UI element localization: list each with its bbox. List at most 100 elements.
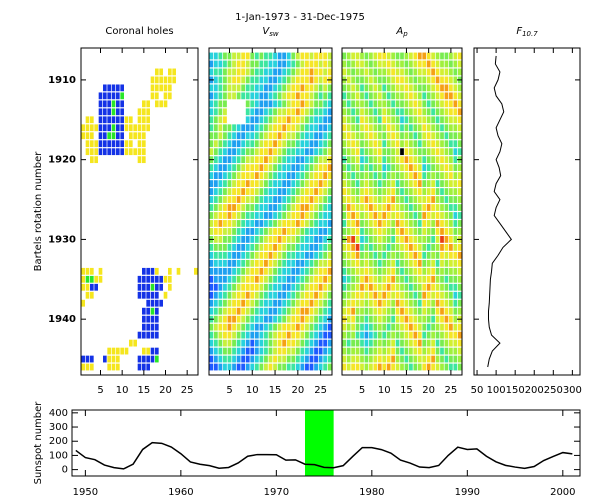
cell — [146, 77, 150, 84]
cell — [309, 243, 314, 251]
cell — [400, 267, 404, 275]
cell — [400, 76, 404, 84]
cell — [146, 340, 150, 347]
cell — [400, 236, 404, 243]
cell — [417, 188, 422, 195]
cell — [94, 316, 98, 323]
cell — [155, 164, 159, 171]
cell — [386, 164, 391, 172]
cell — [194, 332, 198, 339]
cell — [431, 92, 435, 100]
cell — [360, 204, 364, 211]
cell — [103, 244, 107, 251]
cell — [103, 332, 107, 339]
cell — [286, 259, 291, 267]
cell — [146, 307, 150, 315]
cell — [232, 331, 236, 339]
cell — [413, 180, 418, 187]
panel-title-sub: sw — [269, 30, 279, 38]
cell — [409, 108, 413, 116]
cell — [227, 347, 232, 355]
cell — [81, 228, 85, 235]
cell — [355, 291, 360, 299]
cell — [94, 172, 98, 179]
cell — [81, 180, 85, 187]
cell — [177, 220, 181, 227]
cell — [309, 355, 314, 363]
cell — [355, 355, 360, 363]
cell — [172, 164, 176, 171]
cell — [386, 347, 391, 355]
cell — [264, 331, 268, 339]
cell — [185, 156, 189, 163]
cell — [259, 347, 264, 355]
cell — [209, 180, 214, 187]
cell — [125, 324, 129, 331]
cell — [444, 196, 449, 203]
cell — [431, 60, 435, 68]
cell — [228, 108, 232, 115]
cell — [150, 283, 155, 291]
cell — [181, 300, 185, 307]
cell — [172, 124, 176, 131]
cell — [440, 156, 444, 164]
cell — [164, 260, 168, 267]
cell — [382, 323, 387, 331]
cell — [129, 236, 133, 243]
cell — [364, 92, 369, 100]
cell — [286, 291, 291, 299]
cell — [282, 140, 287, 148]
cell — [444, 108, 449, 116]
cell — [342, 204, 347, 211]
cell — [391, 172, 395, 180]
cell — [286, 228, 291, 235]
cell — [440, 220, 444, 227]
cell — [181, 236, 185, 243]
cell — [90, 316, 94, 323]
cell — [426, 331, 431, 339]
cell — [181, 132, 185, 139]
cell — [300, 188, 305, 195]
cell — [172, 364, 176, 371]
cell — [286, 363, 291, 371]
cell — [360, 148, 364, 156]
cell — [373, 92, 378, 100]
cell — [129, 188, 133, 195]
cell — [268, 259, 273, 267]
cell — [194, 124, 198, 131]
cell — [177, 316, 181, 323]
cell — [404, 243, 409, 251]
cell — [382, 283, 387, 291]
cell — [213, 267, 218, 275]
cell — [382, 355, 387, 363]
cell — [453, 291, 458, 299]
cell — [426, 116, 431, 124]
cell — [444, 251, 449, 259]
cell — [250, 243, 255, 251]
cell — [90, 116, 94, 124]
cell — [90, 132, 94, 140]
cell — [369, 315, 373, 323]
cell — [300, 299, 305, 307]
cell — [94, 356, 98, 363]
cell — [273, 243, 277, 251]
cell — [232, 291, 236, 299]
cell — [360, 108, 364, 116]
cell — [159, 188, 163, 195]
cell — [305, 92, 309, 100]
cell — [444, 180, 449, 187]
cell — [409, 52, 413, 60]
cell — [295, 331, 300, 339]
cell — [453, 331, 458, 339]
cell — [172, 228, 176, 235]
cell — [125, 132, 129, 139]
cell — [435, 291, 440, 299]
cell — [241, 283, 246, 291]
cell — [342, 188, 347, 195]
cell — [209, 188, 214, 195]
cell — [138, 196, 142, 203]
cell — [273, 212, 277, 219]
cell — [133, 339, 137, 347]
cell — [125, 92, 129, 99]
